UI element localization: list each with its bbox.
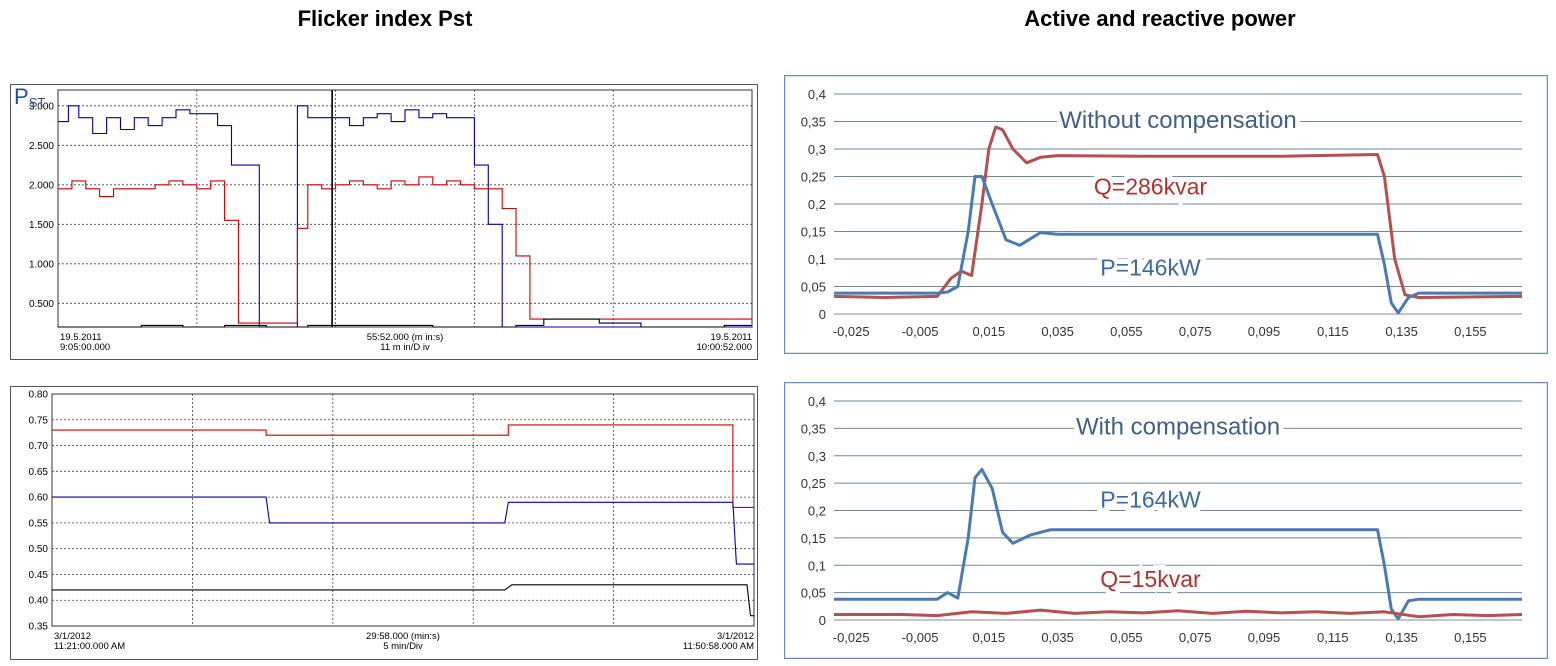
- y-tick-label: 0.35: [29, 622, 49, 633]
- x-tick-label: -0,005: [902, 630, 939, 645]
- series-line-1: [833, 125, 1523, 299]
- plot-frame: [51, 393, 755, 627]
- y-tick-label: 0.75: [29, 415, 49, 426]
- series-line-2: [834, 175, 1522, 315]
- series-line-1: [52, 424, 754, 508]
- y-tick-label: 2.000: [29, 180, 54, 191]
- y-tick-label: 1.500: [29, 220, 54, 231]
- y-tick-label: 0,25: [801, 170, 826, 185]
- y-tick-label: 0.65: [29, 467, 49, 478]
- y-tick-label: 0,2: [808, 504, 826, 519]
- series-line-1: [834, 467, 1522, 621]
- x-label-start-date: 19.5.2011: [60, 332, 102, 343]
- x-tick-label: 0,155: [1454, 324, 1487, 339]
- y-tick-label: 0,4: [808, 87, 826, 102]
- y-tick-label: 0.55: [29, 518, 49, 529]
- y-tick-label: 0,1: [808, 558, 826, 573]
- x-tick-label: 0,095: [1248, 324, 1281, 339]
- y-tick-label: 0,3: [808, 142, 826, 157]
- x-label-end-date: 3/1/2012: [717, 631, 754, 642]
- x-label-end-time: 10:00:52.000: [697, 342, 752, 353]
- y-tick-label: 0,15: [801, 531, 826, 546]
- x-label-division: 11 m in/D iv: [380, 342, 430, 353]
- x-tick-label: 0,135: [1385, 324, 1418, 339]
- pst-2012-chart: 0.35 0.40 0.45 0.50 0.55 0.60 0.65 0.70 0.75 0.80…: [10, 386, 758, 660]
- y-tick-label: 0,2: [808, 197, 826, 212]
- y-tick-label: 0,25: [801, 476, 826, 491]
- data-label: P=146kW: [1100, 254, 1201, 280]
- x-tick-label: -0,025: [833, 324, 870, 339]
- x-label-division: 5 min/Div: [383, 641, 423, 652]
- data-label: Q=286kvar: [1094, 173, 1207, 199]
- series-line-1: [58, 105, 752, 328]
- y-tick-label: 0,3: [808, 449, 826, 464]
- series-line-3: [52, 584, 754, 617]
- power-with-svg: 0 0,05 0,1 0,15 0,2 0,25 0,3 0,35 0,4 -0,025 -0,00…: [784, 382, 1548, 659]
- y-tick-label: 0.45: [29, 570, 49, 581]
- x-tick-label: 0,055: [1110, 324, 1143, 339]
- x-label-end-time: 11:50:58.000 AM: [683, 641, 754, 652]
- left-title: Flicker index Pst: [297, 6, 473, 31]
- y-tick-label: 0,35: [801, 421, 826, 436]
- pst-2012-svg: 0.35 0.40 0.45 0.50 0.55 0.60 0.65 0.70 0.75 0.80…: [10, 386, 758, 660]
- x-tick-label: 0,155: [1454, 630, 1487, 645]
- x-tick-label: 0,015: [973, 630, 1006, 645]
- x-label-start-time: 11:21:00.000 AM: [54, 641, 125, 652]
- x-label-span: 55:52.000 (m in:s): [367, 332, 444, 343]
- y-tick-label: 0.40: [29, 596, 49, 607]
- y-tick-label: 2.500: [29, 141, 54, 152]
- plot-frame: [57, 89, 753, 328]
- x-tick-label: -0,025: [833, 630, 870, 645]
- y-tick-label: 1.000: [29, 259, 54, 270]
- power-without-svg: 0 0,05 0,1 0,15 0,2 0,25 0,3 0,35 0,4 -0,025 -0,00…: [784, 75, 1548, 354]
- x-tick-label: 0,075: [1179, 630, 1212, 645]
- y-tick-label: 0,15: [801, 225, 826, 240]
- y-tick-label: 0.500: [29, 299, 54, 310]
- pst-2011-chart: 0.500 1.000 1.500 2.000 2.500 3.000 19.5.2011 9…: [10, 84, 758, 360]
- x-label-span: 29:58.000 (min:s): [366, 631, 440, 642]
- power-without-chart: 0 0,05 0,1 0,15 0,2 0,25 0,3 0,35 0,4 -0,025 -0,00…: [784, 75, 1548, 354]
- series-line-2: [834, 608, 1523, 619]
- power-with-chart: 0 0,05 0,1 0,15 0,2 0,25 0,3 0,35 0,4 -0,025 -0,00…: [784, 382, 1548, 659]
- x-tick-label: 0,115: [1317, 630, 1349, 645]
- y-tick-label: 0.60: [29, 493, 49, 504]
- y-tick-label: 0,05: [801, 586, 826, 601]
- y-tick-label: 0: [819, 307, 826, 322]
- y-tick-label: 3.000: [29, 101, 54, 112]
- y-axis-label: PST: [14, 84, 45, 110]
- y-tick-label: 0: [819, 613, 826, 628]
- x-label-end-date: 19.5.2011: [710, 332, 752, 343]
- pst-2011-svg: 0.5001.0001.5002.0002.5003.00019.5.20119…: [10, 84, 758, 360]
- x-tick-label: 0,075: [1179, 324, 1212, 339]
- data-label: Q=15kvar: [1100, 566, 1201, 592]
- series-line-2: [52, 496, 754, 565]
- y-tick-label: 0,35: [801, 115, 826, 130]
- x-tick-label: 0,055: [1110, 630, 1143, 645]
- y-tick-label: 0.70: [29, 441, 49, 452]
- x-tick-label: 0,115: [1317, 324, 1349, 339]
- x-tick-label: 0,035: [1041, 324, 1074, 339]
- series-line-3: [58, 318, 752, 328]
- x-tick-label: 0,035: [1041, 630, 1074, 645]
- y-tick-label: 0.50: [29, 544, 49, 555]
- y-tick-label: 0,1: [808, 252, 826, 267]
- data-label: P=164kW: [1100, 487, 1201, 513]
- y-tick-label: 0.80: [29, 390, 49, 401]
- annotation-title: Without compensation: [1059, 107, 1296, 134]
- x-tick-label: 0,095: [1248, 630, 1281, 645]
- y-tick-label: 0,05: [801, 280, 826, 295]
- x-tick-label: 0,135: [1385, 630, 1418, 645]
- x-label-start-time: 9:05:00.000: [60, 342, 110, 353]
- y-tick-label: 0,4: [808, 394, 826, 409]
- right-title: Active and reactive power: [1024, 6, 1296, 31]
- x-tick-label: 0,015: [973, 324, 1006, 339]
- annotation-title: With compensation: [1076, 414, 1280, 441]
- x-label-start-date: 3/1/2012: [54, 631, 91, 642]
- x-tick-label: -0,005: [902, 324, 939, 339]
